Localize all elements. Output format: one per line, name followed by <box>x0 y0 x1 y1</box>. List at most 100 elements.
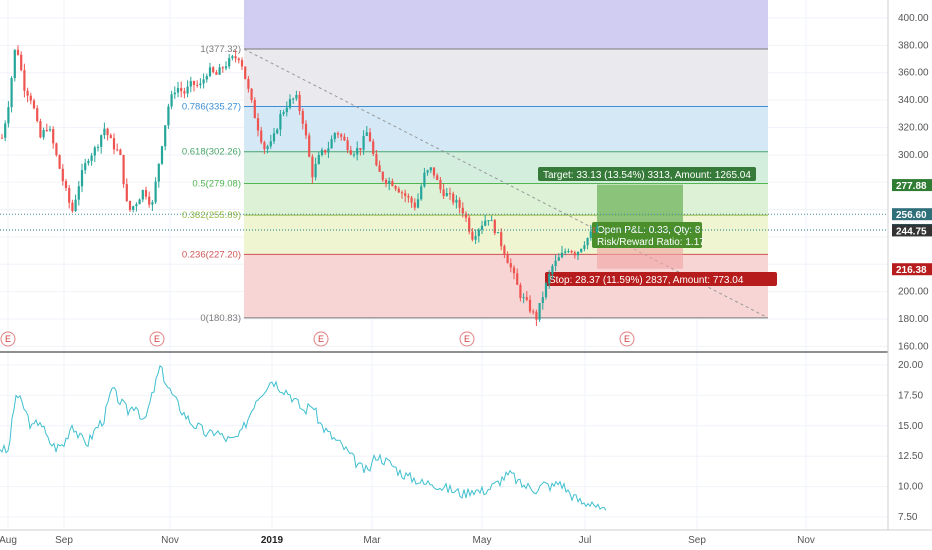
fib-level-label: 0.236(227.20) <box>182 249 241 260</box>
candle-body <box>183 91 186 94</box>
fib-band <box>244 183 768 216</box>
candle-body <box>141 190 144 200</box>
target-label: Target: 33.13 (13.54%) 3313, Amount: 126… <box>543 170 751 181</box>
candle-body <box>388 180 391 184</box>
candle-body <box>567 251 570 253</box>
candle-body <box>199 83 202 86</box>
candle-body <box>247 79 250 89</box>
indicator-tick: 20.00 <box>898 360 923 371</box>
price-axis[interactable]: 400.00 380.00 360.00 340.00 320.00 300.00 200.… <box>887 0 932 550</box>
candle-body <box>416 199 420 208</box>
candle-body <box>346 140 349 151</box>
price-tag <box>892 208 932 221</box>
candle-body <box>45 130 48 132</box>
candle-body <box>500 232 503 247</box>
candle-body <box>384 179 388 184</box>
candle-body <box>452 193 455 203</box>
candle-body <box>0 137 4 139</box>
candle-body <box>74 199 77 212</box>
pnl-label-box <box>592 222 702 248</box>
candle-body <box>151 202 154 205</box>
earnings-icon <box>0 331 16 347</box>
candle-body <box>586 237 589 246</box>
earnings-marker: E <box>318 334 324 344</box>
candle-body <box>314 164 317 178</box>
fib-level-label: 0.618(302.26) <box>182 147 241 158</box>
candle-body <box>464 213 468 218</box>
indicator-tick: 17.50 <box>898 390 923 401</box>
risk-reward-label: Risk/Reward Ratio: 1.17 <box>597 237 705 248</box>
candle-body <box>541 297 544 303</box>
time-axis[interactable]: Aug Sep Nov 2019 Mar May Jul Sep Nov <box>0 529 932 546</box>
candle-body <box>506 254 509 264</box>
candle-body <box>522 297 525 299</box>
candle-body <box>116 149 119 151</box>
candle-body <box>36 108 39 122</box>
indicator-tick: 7.50 <box>898 512 918 523</box>
time-tick: 2019 <box>261 535 284 546</box>
candle-body <box>109 135 112 139</box>
price-tick: 300.00 <box>898 150 929 161</box>
candle-body <box>336 133 340 135</box>
candle-body <box>26 90 29 96</box>
candle-body <box>378 165 381 172</box>
candle-body <box>68 188 71 203</box>
candle-body <box>90 155 93 161</box>
candle-body <box>125 184 128 201</box>
candle-body <box>189 81 192 87</box>
candle-body <box>538 302 541 320</box>
candle-body <box>349 150 352 155</box>
candle-body <box>560 252 564 258</box>
candle-body <box>304 123 308 136</box>
candle-body <box>548 273 551 284</box>
candle-body <box>512 267 516 274</box>
candle-body <box>135 204 138 207</box>
candle-body <box>240 60 244 67</box>
candle-body <box>144 190 148 197</box>
time-tick: May <box>473 535 492 546</box>
candle-body <box>333 133 336 140</box>
candle-body <box>576 251 580 256</box>
candle-body <box>208 67 212 77</box>
candle-body <box>589 231 592 238</box>
candle-body <box>61 168 64 182</box>
candle-body <box>554 260 557 267</box>
candle-body <box>253 100 256 119</box>
candle-body <box>356 148 359 155</box>
candle-body <box>266 146 269 150</box>
candle-body <box>272 133 276 142</box>
candle-body <box>426 170 429 173</box>
candle-body <box>311 156 314 178</box>
candle-body <box>362 135 365 150</box>
candle-body <box>301 111 304 124</box>
fib-band <box>244 49 768 107</box>
candle-body <box>16 49 20 55</box>
candle-body <box>544 283 548 298</box>
candlestick-series <box>0 45 599 326</box>
long-position-tool[interactable]: Target: 33.13 (13.54%) 3313, Amount: 126… <box>538 167 777 286</box>
candle-body <box>359 148 362 150</box>
candle-body <box>391 180 394 186</box>
fib-trend-line <box>243 48 769 319</box>
candle-body <box>276 129 279 134</box>
fib-level-label: 0.786(335.27) <box>182 102 241 113</box>
candle-body <box>224 66 228 69</box>
price-tag-label: 256.60 <box>896 210 927 221</box>
candle-body <box>474 236 477 240</box>
fib-band-top <box>244 0 768 50</box>
candle-body <box>493 220 496 234</box>
candle-body <box>29 95 32 101</box>
indicator-line <box>0 365 607 511</box>
candle-body <box>324 149 327 153</box>
indicator-tick: 15.00 <box>898 421 923 432</box>
fib-level-label: 0.5(279.08) <box>192 178 241 189</box>
candle-body <box>32 100 36 109</box>
candle-body <box>23 70 26 91</box>
candle-body <box>564 251 567 253</box>
time-tick: Sep <box>55 535 73 546</box>
candle-body <box>282 112 285 114</box>
candle-body <box>551 266 554 274</box>
candle-body <box>404 193 407 197</box>
